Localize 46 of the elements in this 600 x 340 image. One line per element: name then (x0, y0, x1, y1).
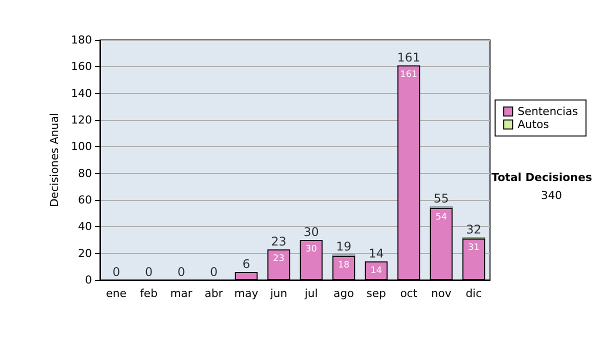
total-label: 30 (304, 225, 319, 239)
x-tick-label: dic (466, 287, 482, 300)
y-tick-label: 140 (71, 86, 92, 100)
data-label: 30 (306, 244, 318, 254)
x-tick-label: abr (204, 287, 224, 300)
total-label: 0 (177, 265, 186, 279)
total-label: 161 (397, 50, 420, 64)
total-label: 32 (466, 222, 482, 236)
data-label: 14 (370, 266, 382, 276)
text: Total Decisiones (492, 171, 592, 184)
data-label: 18 (338, 260, 350, 270)
y-tick-label: 160 (71, 60, 92, 74)
legend-label: Sentencias (518, 105, 578, 118)
y-tick-label: 180 (71, 34, 92, 46)
legend-label: Autos (518, 118, 550, 131)
y-tick-label: 80 (78, 166, 92, 180)
x-tick-label: may (234, 287, 259, 300)
x-tick-label: jun (269, 287, 288, 300)
y-tick-label: 100 (71, 140, 92, 154)
data-label: 54 (436, 212, 448, 222)
x-tick-label: ago (334, 287, 354, 300)
x-tick-label: mar (170, 287, 193, 300)
text: 340 (541, 189, 562, 202)
data-label: 23 (273, 254, 284, 264)
y-tick-label: 0 (85, 274, 92, 286)
total-label: 55 (434, 192, 449, 206)
y-axis-title: Decisiones Anual (48, 112, 62, 208)
x-tick-label: jul (304, 287, 318, 300)
total-label: 23 (271, 234, 286, 248)
x-tick-label: ene (106, 287, 127, 300)
data-label: 161 (400, 70, 418, 80)
x-tick-label: oct (400, 287, 418, 300)
x-tick-label: sep (366, 287, 386, 300)
x-tick-label: nov (431, 287, 452, 300)
y-tick-label: 40 (78, 220, 92, 234)
total-label: 0 (144, 265, 153, 279)
y-tick-label: 20 (78, 246, 92, 260)
total-label: 0 (112, 265, 120, 279)
total-label: 19 (336, 240, 352, 254)
y-tick-label: 60 (78, 194, 92, 206)
total-label: 14 (368, 246, 384, 260)
total-label: 6 (242, 257, 250, 271)
data-label: 31 (468, 243, 480, 254)
total-label: 0 (210, 265, 218, 279)
x-tick-label: feb (140, 287, 158, 300)
y-tick-label: 120 (71, 114, 92, 126)
